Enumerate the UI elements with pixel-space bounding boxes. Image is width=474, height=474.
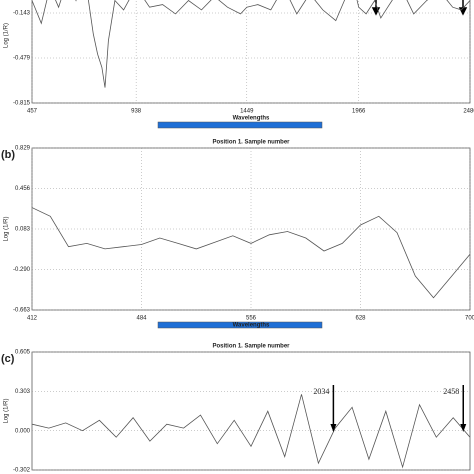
y-tick-label: 0.083: [15, 227, 31, 233]
y-tick-label: -0.815: [13, 101, 31, 107]
x-axis-label: Wavelengths: [233, 323, 270, 329]
data-line: [32, 207, 470, 299]
chart-title: Position 1. Sample number: [212, 140, 290, 146]
arrow-head: [330, 424, 337, 432]
y-tick-label: -0.663: [13, 308, 31, 314]
y-tick-label: 0.303: [15, 389, 31, 395]
y-tick-label: 0.000: [15, 428, 31, 434]
scrollbar: [157, 121, 323, 129]
chart-title: Position 1. Sample number: [212, 344, 290, 350]
y-tick-label: -0.290: [13, 267, 31, 273]
panel-label: (c): [1, 353, 15, 365]
y-axis-label: Log (1/R): [4, 216, 10, 241]
y-axis-label: Log (1/R): [4, 23, 10, 48]
scrollbar: [157, 321, 323, 329]
y-tick-label: -0.143: [13, 11, 31, 17]
x-tick-label: 628: [355, 316, 366, 322]
x-tick-label: 457: [27, 109, 38, 115]
annotation: 2034: [313, 387, 329, 396]
x-tick-label: 1966: [352, 109, 366, 115]
x-tick-label: 2480: [463, 109, 474, 115]
x-tick-label: 412: [27, 316, 38, 322]
y-tick-label: -0.302: [13, 468, 31, 474]
annotation: 2458: [443, 387, 459, 396]
data-line: [32, 0, 470, 88]
x-tick-label: 938: [131, 109, 142, 115]
y-tick-label: 0.829: [15, 146, 31, 152]
x-tick-label: 556: [246, 316, 257, 322]
data-line: [32, 394, 470, 469]
x-tick-label: 700: [465, 316, 474, 322]
panel-label: (b): [1, 149, 15, 161]
y-tick-label: 0.605: [15, 350, 31, 356]
x-tick-label: 484: [136, 316, 147, 322]
x-tick-label: 1449: [240, 109, 254, 115]
arrow-head: [460, 424, 467, 432]
y-axis-label: Log (1/R): [4, 398, 10, 423]
x-axis-label: Wavelengths: [233, 116, 270, 122]
y-tick-label: -0.479: [13, 56, 31, 62]
y-tick-label: 0.456: [15, 186, 31, 192]
